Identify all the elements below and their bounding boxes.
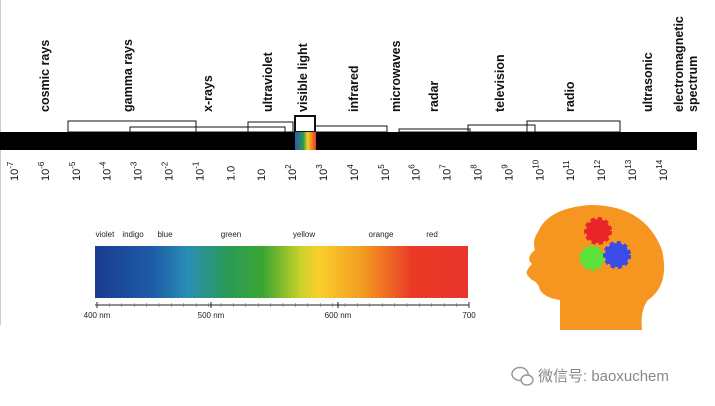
tick-exponent: 3	[315, 164, 324, 169]
watermark: 微信号: baoxuchem	[538, 368, 669, 385]
tick-exponent: -1	[191, 161, 200, 169]
tick-exponent: 8	[470, 164, 479, 169]
color-label: blue	[157, 230, 173, 239]
range-brackets	[67, 115, 621, 133]
tick-label: 1013	[624, 159, 639, 181]
visible-slice	[295, 132, 316, 150]
color-label: red	[426, 230, 438, 239]
tick-base: 10	[565, 169, 577, 181]
tick-exponent: -3	[130, 161, 139, 169]
scale-label: 500 nm	[198, 311, 225, 320]
tick-base: 10	[627, 169, 639, 181]
tick-label: 1014	[655, 159, 670, 181]
band-label: television	[493, 54, 507, 112]
tick-base: 10	[133, 169, 145, 181]
tick-base: 10	[658, 169, 670, 181]
tick-exponent: 4	[346, 164, 355, 169]
tick-exponent: 10	[531, 159, 540, 168]
tick-label: 10-7	[6, 161, 21, 181]
tick-label: 10-1	[191, 161, 206, 181]
tick-label: 106	[408, 164, 423, 181]
band-label: ultraviolet	[261, 51, 275, 112]
tick-label: 103	[315, 164, 330, 181]
tick-label: 10-2	[161, 161, 176, 181]
band-label: radio	[563, 81, 577, 112]
color-label: indigo	[122, 230, 144, 239]
tick-exponent: 12	[593, 159, 602, 168]
tick-exponent: -6	[37, 161, 46, 169]
color-label: orange	[369, 230, 394, 239]
tick-base: 10	[256, 169, 268, 181]
tick-base: 10	[534, 169, 546, 181]
tick-label: 105	[377, 164, 392, 181]
tick-exponent: 7	[439, 164, 448, 169]
tick-base: 10	[164, 169, 176, 181]
band-label: microwaves	[389, 40, 403, 112]
tick-exponent: -2	[161, 161, 170, 169]
band-label: radar	[427, 81, 441, 112]
scale-label: 400 nm	[84, 311, 111, 320]
scale-label: 700	[462, 311, 476, 320]
tick-base: 10	[411, 169, 423, 181]
tick-base: 10	[473, 169, 485, 181]
color-label: yellow	[293, 230, 315, 239]
tick-exponent: -7	[6, 161, 15, 169]
tick-base: 10	[287, 169, 299, 181]
tick-base: 10	[349, 169, 361, 181]
tick-label: 107	[439, 164, 454, 181]
tick-base: 10	[102, 169, 114, 181]
color-label: violet	[96, 230, 115, 239]
band-label: x-rays	[201, 75, 215, 112]
scale-label: 600 nm	[325, 311, 352, 320]
tick-exponent: 11	[562, 160, 571, 169]
tick-exponent: 9	[500, 164, 509, 169]
tick-base: 10	[194, 169, 206, 181]
spectrum-title: spectrum	[686, 56, 700, 112]
tick-exponent: 14	[655, 159, 664, 168]
tick-exponent: 5	[377, 164, 386, 169]
tick-exponent: 13	[624, 159, 633, 168]
spectrum-title: electromagnetic	[672, 16, 686, 112]
band-label: ultrasonic	[641, 52, 655, 112]
tick-base: 10	[318, 169, 330, 181]
tick-label: 109	[500, 164, 515, 181]
tick-label: 10	[256, 169, 268, 181]
band-label: cosmic rays	[38, 40, 52, 112]
tick-base: 10	[9, 169, 21, 181]
tick-label: 10-6	[37, 161, 52, 181]
tick-base: 1.0	[225, 166, 237, 181]
wechat-icon	[511, 366, 534, 386]
tick-base: 10	[503, 169, 515, 181]
tick-exponent: -5	[68, 161, 77, 169]
tick-exponent: -4	[99, 161, 108, 169]
tick-base: 10	[71, 169, 83, 181]
tick-label: 1011	[562, 160, 577, 181]
tick-base: 10	[596, 169, 608, 181]
tick-label: 108	[470, 164, 485, 181]
tick-label: 10-4	[99, 161, 114, 181]
tick-base: 10	[380, 169, 392, 181]
visible-spectrum	[95, 246, 468, 298]
tick-label: 1.0	[225, 166, 237, 181]
tick-label: 102	[284, 164, 299, 181]
band-label: visible light	[296, 42, 310, 112]
head-icon	[526, 205, 665, 330]
tick-label: 10-5	[68, 161, 83, 181]
tick-label: 10-3	[130, 161, 145, 181]
spectrum-bar	[0, 132, 697, 150]
tick-base: 10	[40, 169, 52, 181]
tick-exponent: 2	[284, 164, 293, 169]
band-label: infrared	[347, 65, 361, 112]
band-label: gamma rays	[121, 39, 135, 112]
tick-label: 1012	[593, 159, 608, 181]
tick-label: 104	[346, 164, 361, 181]
color-label: green	[221, 230, 241, 239]
tick-label: 1010	[531, 159, 546, 181]
tick-exponent: 6	[408, 164, 417, 169]
tick-base: 10	[442, 169, 454, 181]
